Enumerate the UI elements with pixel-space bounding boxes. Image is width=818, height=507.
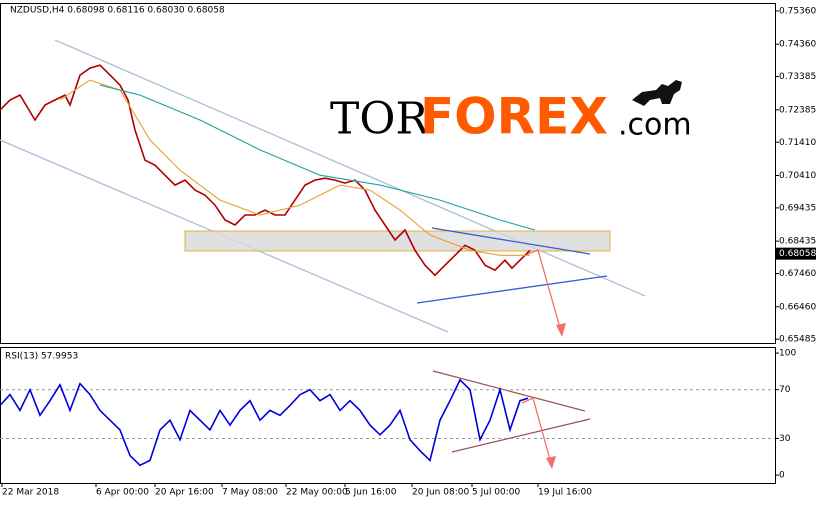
logo-tor: TOR xyxy=(330,94,430,145)
logo: TOR FOREX .com xyxy=(330,80,692,146)
y-tick-label: 0.75360 xyxy=(779,6,816,16)
y-tick-label: 0.66460 xyxy=(779,302,816,312)
series-line xyxy=(59,79,530,256)
arrow-head xyxy=(546,456,556,469)
y-tick-label: 70 xyxy=(779,385,791,395)
trend-line xyxy=(431,227,591,255)
series-line xyxy=(0,378,529,467)
x-tick-label: 20 Apr 16:00 xyxy=(155,488,214,498)
series-line xyxy=(99,84,536,231)
x-tick-label: 5 Jul 00:00 xyxy=(472,488,521,498)
rsi-trend-line xyxy=(451,418,591,453)
y-tick-label: 0.65485 xyxy=(779,335,816,345)
x-tick-label: 22 Mar 2018 xyxy=(2,488,59,498)
rsi-panel xyxy=(0,347,776,484)
logo-com: .com xyxy=(618,108,692,143)
y-tick-label: 0.73385 xyxy=(779,72,816,82)
logo-forex: FOREX xyxy=(420,88,608,146)
price-panel xyxy=(0,3,776,344)
forecast-arrow xyxy=(521,397,553,468)
forecast-arrow xyxy=(524,249,563,336)
x-tick-label: 19 Jul 16:00 xyxy=(538,488,592,498)
x-tick-label: 22 May 00:00 xyxy=(286,488,348,498)
y-tick-label: 0.74360 xyxy=(779,40,816,50)
y-tick-label: 0.72385 xyxy=(779,105,816,115)
y-tick-label: 0.68435 xyxy=(779,237,816,247)
y-tick-label: 0.69435 xyxy=(779,203,816,213)
bull-icon xyxy=(632,80,682,106)
y-tick-label: 0 xyxy=(779,471,785,481)
y-tick-label: 30 xyxy=(779,434,791,444)
channel-line xyxy=(54,39,646,297)
y-tick-label: 100 xyxy=(779,349,796,359)
trend-line xyxy=(416,275,608,304)
x-tick-label: 20 Jun 08:00 xyxy=(412,488,469,498)
y-tick-label: 0.70410 xyxy=(779,171,816,181)
series-line xyxy=(0,64,531,277)
rsi-trend-line xyxy=(432,370,586,412)
y-tick-label: 0.67460 xyxy=(779,269,816,279)
x-tick-label: 5 Jun 16:00 xyxy=(345,488,397,498)
resistance-zone xyxy=(184,230,611,252)
x-tick-label: 6 Apr 00:00 xyxy=(96,488,149,498)
y-tick-label: 0.71410 xyxy=(779,138,816,148)
last-price-box xyxy=(776,247,816,260)
x-tick-label: 7 May 08:00 xyxy=(222,488,278,498)
arrow-head xyxy=(556,323,566,337)
chart-title: NZDUSD,H4 0.68098 0.68116 0.68030 0.6805… xyxy=(10,6,225,16)
last-price-label: 0.68058 xyxy=(779,249,816,259)
rsi-title: RSI(13) 57.9953 xyxy=(5,352,78,362)
